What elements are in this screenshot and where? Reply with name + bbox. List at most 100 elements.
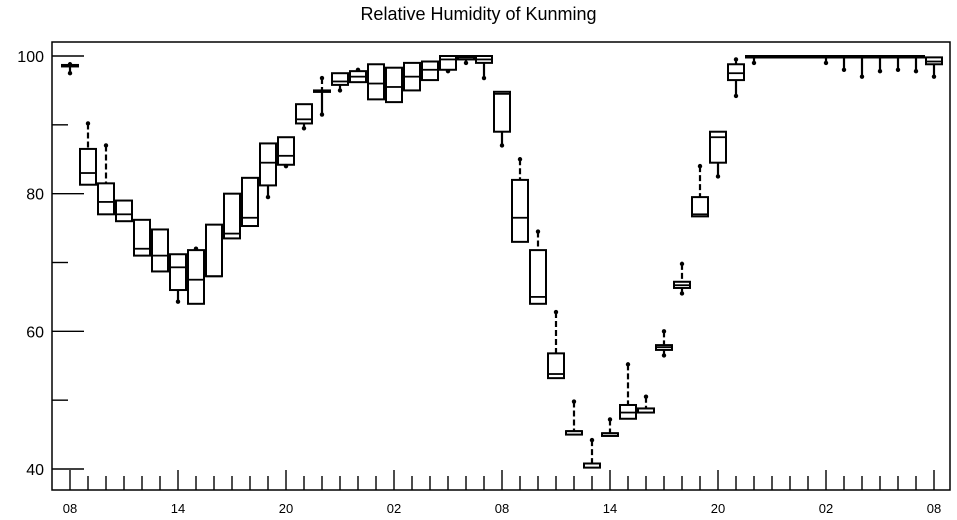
box-hour-18 bbox=[385, 66, 403, 104]
box-hour-22 bbox=[457, 55, 475, 66]
box-hour-33 bbox=[655, 329, 673, 358]
box-max-marker bbox=[643, 394, 649, 399]
box-iqr bbox=[421, 60, 439, 82]
box-iqr bbox=[547, 352, 565, 380]
x-tick-label: 08 bbox=[495, 501, 509, 516]
box-hour-26 bbox=[529, 229, 547, 305]
box-hour-13 bbox=[295, 103, 313, 131]
box-hour-38 bbox=[745, 55, 763, 66]
box-hour-20 bbox=[421, 60, 439, 82]
x-tick-label: 08 bbox=[927, 501, 941, 516]
box-hour-35 bbox=[691, 163, 709, 218]
box-hour-2 bbox=[97, 143, 115, 216]
box-iqr bbox=[205, 223, 223, 278]
box-max-marker bbox=[661, 329, 667, 334]
box-hour-11 bbox=[259, 142, 277, 200]
box-hour-14 bbox=[313, 75, 331, 117]
box-hour-37 bbox=[727, 57, 745, 99]
box-iqr bbox=[727, 63, 745, 82]
box-min-marker bbox=[481, 75, 487, 81]
box-max-marker bbox=[85, 121, 91, 126]
y-tick-label: 100 bbox=[17, 49, 44, 66]
box-hour-8 bbox=[205, 223, 223, 278]
box-iqr bbox=[367, 63, 385, 101]
box-hour-41 bbox=[799, 55, 817, 59]
box-hour-9 bbox=[223, 192, 241, 240]
box-max-marker bbox=[679, 261, 685, 267]
box-min-marker bbox=[67, 71, 73, 76]
box-iqr bbox=[691, 196, 709, 218]
box-min-marker bbox=[463, 60, 469, 66]
box-hour-17 bbox=[367, 63, 385, 101]
box-hour-42 bbox=[817, 55, 835, 66]
box-min-marker bbox=[841, 67, 847, 72]
box-hour-46 bbox=[889, 55, 907, 72]
box-iqr bbox=[241, 176, 259, 228]
box-hour-30 bbox=[601, 417, 619, 437]
box-iqr bbox=[223, 192, 241, 240]
box-hour-23 bbox=[475, 55, 493, 81]
box-hour-21 bbox=[439, 55, 457, 74]
box-hour-47 bbox=[907, 55, 925, 74]
box-min-marker bbox=[859, 74, 865, 79]
box-iqr bbox=[331, 72, 349, 86]
box-iqr bbox=[439, 55, 457, 71]
box-min-marker bbox=[661, 353, 667, 358]
box-hour-45 bbox=[871, 55, 889, 74]
box-min-marker bbox=[913, 68, 919, 74]
box-iqr bbox=[151, 228, 169, 273]
box-hour-6 bbox=[169, 253, 187, 304]
box-hour-12 bbox=[277, 136, 295, 169]
box-hour-10 bbox=[241, 176, 259, 228]
box-hour-48 bbox=[925, 56, 943, 79]
box-hour-43 bbox=[835, 55, 853, 72]
y-tick-label: 60 bbox=[26, 324, 44, 341]
chart-title: Relative Humidity of Kunming bbox=[360, 4, 597, 24]
box-hour-3 bbox=[115, 199, 133, 223]
box-max-marker bbox=[733, 57, 739, 62]
y-tick-label: 40 bbox=[26, 462, 44, 479]
box-iqr bbox=[115, 199, 133, 223]
box-iqr bbox=[511, 178, 529, 243]
x-tick-label: 14 bbox=[603, 501, 617, 516]
box-min-marker bbox=[679, 291, 685, 296]
box-hour-31 bbox=[619, 362, 637, 420]
box-hour-1 bbox=[79, 121, 97, 186]
box-min-marker bbox=[931, 74, 937, 79]
box-iqr bbox=[385, 66, 403, 104]
box-max-marker bbox=[553, 309, 559, 315]
box-hour-44 bbox=[853, 55, 871, 79]
box-iqr bbox=[169, 253, 187, 292]
box-hour-5 bbox=[151, 228, 169, 273]
box-max-marker bbox=[607, 417, 613, 422]
box-iqr bbox=[259, 142, 277, 187]
box-hour-4 bbox=[133, 218, 151, 257]
box-hour-27 bbox=[547, 309, 565, 380]
box-iqr bbox=[79, 147, 97, 186]
box-hour-32 bbox=[637, 394, 655, 414]
box-iqr bbox=[277, 136, 295, 166]
box-min-marker bbox=[733, 93, 739, 99]
box-max-marker bbox=[535, 229, 541, 234]
box-hour-19 bbox=[403, 61, 421, 92]
x-tick-label: 20 bbox=[279, 501, 293, 516]
y-tick-label: 80 bbox=[26, 187, 44, 204]
box-min-marker bbox=[319, 112, 325, 117]
box-hour-34 bbox=[673, 261, 691, 296]
box-min-marker bbox=[895, 67, 901, 72]
box-max-marker bbox=[571, 399, 577, 404]
box-hour-28 bbox=[565, 399, 583, 436]
box-min-marker bbox=[175, 299, 181, 304]
box-iqr bbox=[493, 90, 511, 133]
x-tick-label: 14 bbox=[171, 501, 185, 516]
box-min-marker bbox=[823, 60, 829, 66]
box-hour-16 bbox=[349, 67, 367, 84]
box-max-marker bbox=[319, 75, 325, 81]
box-min-marker bbox=[301, 126, 307, 131]
box-max-marker bbox=[103, 143, 109, 148]
box-min-marker bbox=[265, 194, 271, 200]
box-min-marker bbox=[337, 88, 343, 93]
x-tick-label: 20 bbox=[711, 501, 725, 516]
box-hour-39 bbox=[763, 55, 781, 59]
